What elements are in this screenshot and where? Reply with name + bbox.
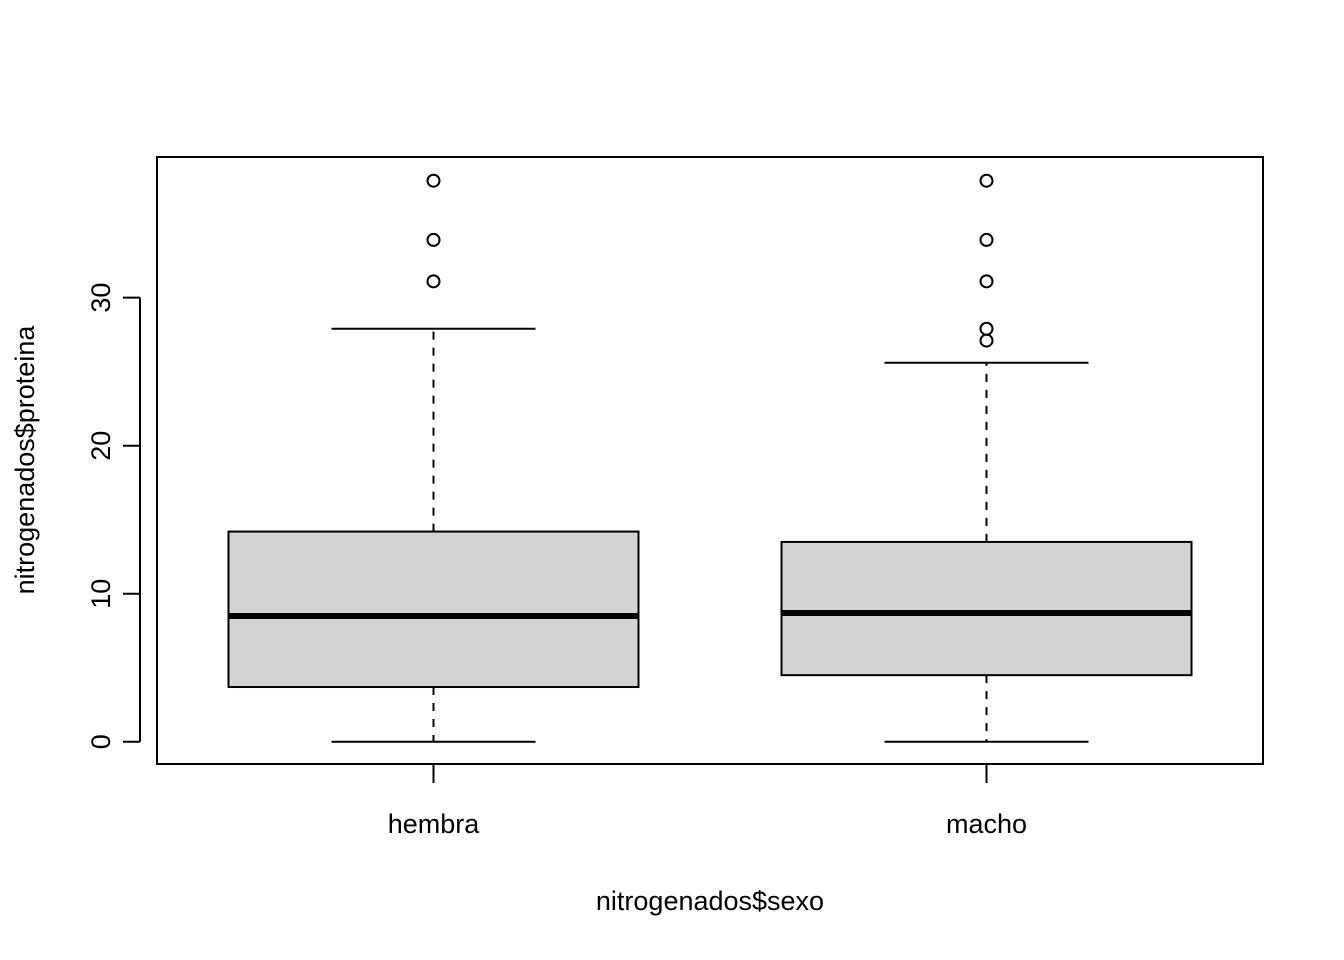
outlier-point	[979, 232, 994, 247]
outlier-point	[426, 274, 441, 289]
outlier-point	[979, 321, 994, 336]
box-group-hembra	[227, 173, 640, 743]
x-axis-title: nitrogenados$sexo	[596, 886, 824, 916]
outlier-point	[979, 274, 994, 289]
plot-frame	[156, 156, 1264, 765]
y-axis: 0 10 20 30	[86, 283, 141, 749]
outlier-point	[426, 232, 441, 247]
x-tick-label: hembra	[388, 809, 481, 839]
boxes-layer	[227, 173, 1193, 743]
iqr-box	[227, 530, 640, 689]
y-tick-label: 0	[86, 734, 116, 749]
y-tick-label: 10	[86, 579, 116, 609]
outlier-point	[426, 173, 441, 188]
y-tick-label: 20	[86, 431, 116, 461]
y-axis-title: nitrogenados$proteina	[10, 325, 40, 595]
box-group-macho	[780, 173, 1193, 743]
x-tick-label: macho	[946, 809, 1027, 839]
y-tick-label: 30	[86, 283, 116, 313]
x-axis: hembra macho	[388, 764, 1027, 839]
outlier-point	[979, 173, 994, 188]
iqr-box	[780, 540, 1193, 677]
